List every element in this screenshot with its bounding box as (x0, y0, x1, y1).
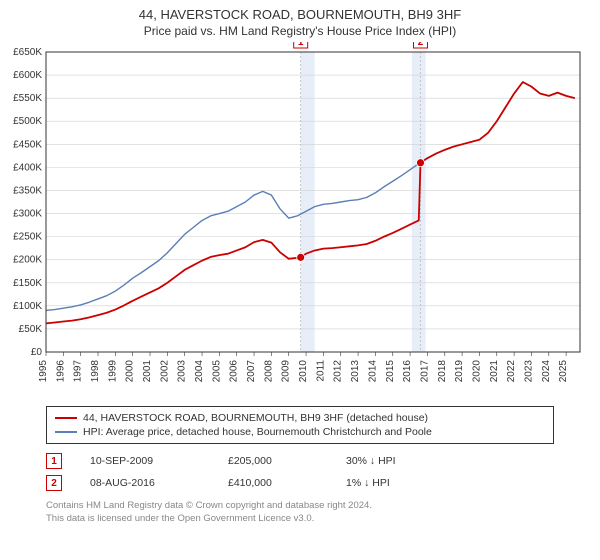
sale-price: £410,000 (228, 477, 318, 489)
sale-price: £205,000 (228, 455, 318, 467)
chart-subtitle: Price paid vs. HM Land Registry's House … (0, 24, 600, 42)
svg-text:2002: 2002 (159, 360, 170, 383)
svg-text:£600K: £600K (13, 70, 42, 81)
svg-text:1999: 1999 (107, 360, 118, 383)
svg-text:2023: 2023 (523, 360, 534, 383)
svg-text:2: 2 (418, 42, 424, 48)
svg-text:2015: 2015 (385, 360, 396, 383)
svg-text:2009: 2009 (281, 360, 292, 383)
sale-marker: 2 (46, 475, 62, 491)
legend-swatch (55, 431, 77, 433)
svg-text:2004: 2004 (194, 360, 205, 383)
sale-pct: 30% ↓ HPI (346, 455, 436, 467)
svg-text:2011: 2011 (315, 360, 326, 382)
svg-text:£300K: £300K (13, 209, 42, 220)
svg-text:£200K: £200K (13, 255, 42, 266)
footer-line: This data is licensed under the Open Gov… (46, 513, 554, 525)
svg-text:1997: 1997 (73, 360, 84, 383)
svg-text:1996: 1996 (55, 360, 66, 383)
legend-item: 44, HAVERSTOCK ROAD, BOURNEMOUTH, BH9 3H… (55, 411, 545, 425)
price-chart: £0 £50K £100K £150K £200K £250K £300K £350K £400… (0, 42, 600, 402)
svg-text:£100K: £100K (13, 301, 42, 312)
svg-text:2010: 2010 (298, 360, 309, 383)
svg-text:2024: 2024 (541, 360, 552, 383)
sale-row: 2 08-AUG-2016 £410,000 1% ↓ HPI (46, 472, 554, 494)
footer-line: Contains HM Land Registry data © Crown c… (46, 500, 554, 512)
svg-text:2000: 2000 (125, 360, 136, 383)
chart-title: 44, HAVERSTOCK ROAD, BOURNEMOUTH, BH9 3H… (0, 0, 600, 24)
svg-text:2005: 2005 (211, 360, 222, 383)
svg-text:£50K: £50K (19, 324, 43, 335)
svg-text:1995: 1995 (38, 360, 49, 383)
svg-text:2016: 2016 (402, 360, 413, 383)
sale-row: 1 10-SEP-2009 £205,000 30% ↓ HPI (46, 450, 554, 472)
svg-text:2012: 2012 (333, 360, 344, 383)
legend-item: HPI: Average price, detached house, Bour… (55, 425, 545, 439)
svg-text:2018: 2018 (437, 360, 448, 383)
svg-text:£350K: £350K (13, 186, 42, 197)
sale-date: 10-SEP-2009 (90, 455, 200, 467)
svg-text:£650K: £650K (13, 47, 42, 58)
legend-swatch (55, 417, 77, 419)
svg-text:2007: 2007 (246, 360, 257, 383)
svg-text:1: 1 (298, 42, 304, 48)
legend-label: 44, HAVERSTOCK ROAD, BOURNEMOUTH, BH9 3H… (83, 412, 428, 424)
sales-table: 1 10-SEP-2009 £205,000 30% ↓ HPI 2 08-AU… (46, 450, 554, 494)
sale-pct: 1% ↓ HPI (346, 477, 436, 489)
footer: Contains HM Land Registry data © Crown c… (46, 500, 554, 525)
svg-text:2017: 2017 (419, 360, 430, 383)
sale-marker: 1 (46, 453, 62, 469)
legend-label: HPI: Average price, detached house, Bour… (83, 426, 432, 438)
sale-date: 08-AUG-2016 (90, 477, 200, 489)
legend: 44, HAVERSTOCK ROAD, BOURNEMOUTH, BH9 3H… (46, 406, 554, 444)
svg-text:2020: 2020 (471, 360, 482, 383)
svg-text:£0: £0 (31, 347, 43, 358)
svg-text:2006: 2006 (229, 360, 240, 383)
svg-text:£550K: £550K (13, 93, 42, 104)
svg-text:2003: 2003 (177, 360, 188, 383)
svg-text:2021: 2021 (489, 360, 500, 383)
svg-text:£150K: £150K (13, 278, 42, 289)
svg-text:£500K: £500K (13, 116, 42, 127)
svg-text:2001: 2001 (142, 360, 153, 383)
svg-text:1998: 1998 (90, 360, 101, 383)
svg-text:2013: 2013 (350, 360, 361, 383)
svg-text:2008: 2008 (263, 360, 274, 383)
svg-text:2025: 2025 (558, 360, 569, 383)
svg-text:2022: 2022 (506, 360, 517, 383)
svg-text:£450K: £450K (13, 139, 42, 150)
svg-text:£400K: £400K (13, 163, 42, 174)
svg-text:2014: 2014 (367, 360, 378, 383)
svg-text:2019: 2019 (454, 360, 465, 383)
svg-text:£250K: £250K (13, 232, 42, 243)
